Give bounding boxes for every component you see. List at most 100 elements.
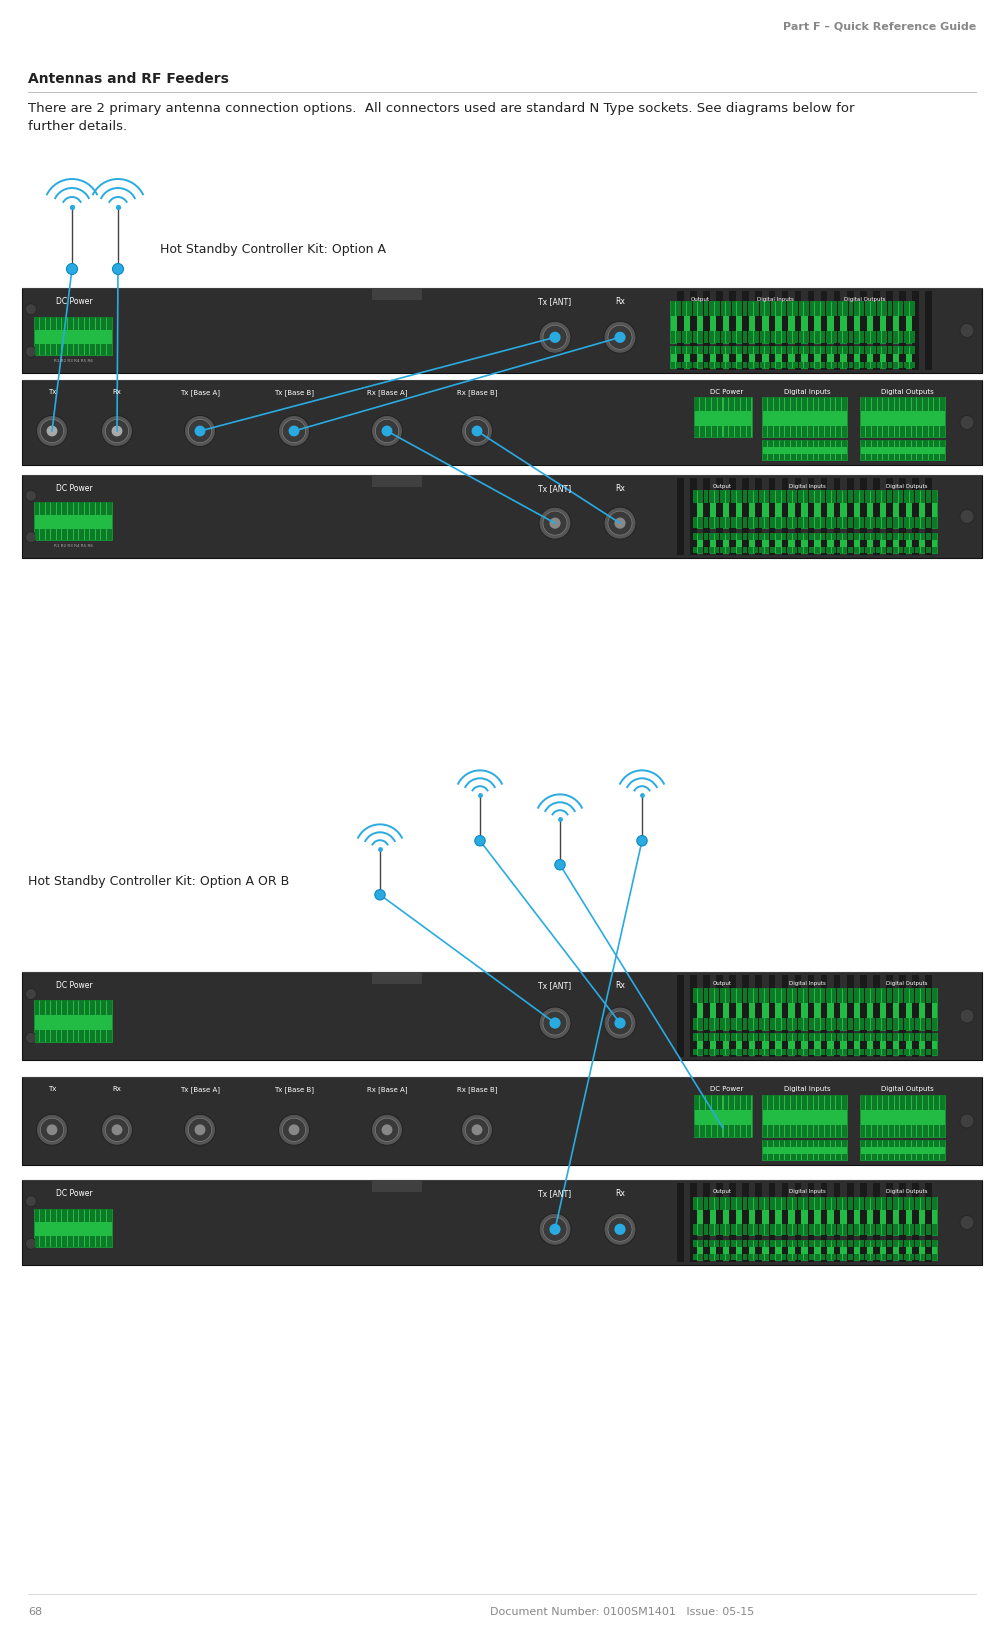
Bar	[741, 478, 748, 555]
Bar	[62, 503, 67, 516]
Bar	[835, 398, 840, 411]
Bar	[820, 301, 824, 316]
Bar	[928, 1095, 932, 1110]
Bar	[797, 362, 802, 368]
Bar	[926, 517, 930, 529]
Bar	[764, 301, 769, 316]
Bar	[915, 547, 919, 553]
Bar	[767, 1139, 772, 1148]
Circle shape	[40, 1118, 63, 1141]
Bar	[926, 1239, 930, 1247]
Bar	[819, 1254, 824, 1260]
Bar	[883, 440, 887, 447]
Bar	[865, 489, 869, 503]
Bar	[820, 291, 826, 370]
Bar	[702, 976, 709, 1058]
Bar	[807, 291, 813, 370]
Bar	[803, 1033, 807, 1041]
Bar	[761, 455, 766, 460]
Bar	[45, 1210, 50, 1223]
Bar	[734, 426, 739, 437]
Bar	[842, 534, 847, 540]
Bar	[887, 534, 891, 540]
Circle shape	[374, 889, 385, 900]
Bar	[725, 1239, 730, 1247]
Bar	[736, 1254, 741, 1260]
Bar	[40, 318, 44, 331]
Bar	[876, 1239, 880, 1247]
Bar	[892, 1224, 897, 1234]
Bar	[860, 398, 944, 437]
Bar	[736, 517, 741, 529]
Bar	[814, 301, 819, 316]
Bar	[775, 989, 779, 1003]
Bar	[876, 1033, 880, 1041]
Bar	[881, 547, 886, 553]
Bar	[842, 1018, 847, 1030]
Circle shape	[185, 416, 216, 447]
Bar	[859, 301, 864, 316]
Bar	[705, 1125, 710, 1138]
Bar	[792, 989, 796, 1003]
Bar	[925, 976, 931, 1058]
Bar	[825, 1197, 829, 1210]
Bar	[753, 989, 757, 1003]
Bar	[926, 534, 930, 540]
Bar	[865, 1197, 869, 1210]
Bar	[859, 1033, 864, 1041]
Bar	[903, 489, 908, 503]
Bar	[900, 1154, 904, 1161]
Bar	[830, 1224, 835, 1234]
Bar	[790, 426, 794, 437]
Bar	[801, 398, 806, 411]
Bar	[773, 426, 777, 437]
Bar	[847, 478, 853, 555]
Bar	[876, 301, 881, 316]
Circle shape	[112, 264, 123, 275]
Bar	[761, 398, 766, 411]
Bar	[814, 345, 819, 354]
Bar	[708, 547, 713, 553]
Bar	[866, 1095, 870, 1110]
Bar	[90, 503, 94, 516]
Bar	[928, 1125, 932, 1138]
Bar	[825, 1033, 829, 1041]
Bar	[888, 440, 893, 447]
Bar	[758, 1224, 763, 1234]
Bar	[746, 1125, 751, 1138]
Bar	[741, 976, 748, 1058]
Bar	[781, 331, 785, 344]
Bar	[670, 301, 674, 316]
Text: Hot Standby Controller Kit: Option A: Hot Standby Controller Kit: Option A	[159, 244, 385, 257]
Bar	[84, 529, 89, 540]
Bar	[764, 1018, 768, 1030]
Bar	[898, 1224, 902, 1234]
Bar	[670, 362, 674, 368]
Bar	[854, 1049, 858, 1054]
Bar	[905, 440, 910, 447]
Bar	[761, 1154, 766, 1161]
Bar	[792, 301, 796, 316]
Bar	[794, 478, 800, 555]
Bar	[795, 426, 800, 437]
Bar	[912, 478, 918, 555]
Bar	[842, 989, 847, 1003]
Bar	[697, 517, 702, 529]
Bar	[903, 534, 908, 540]
Bar	[717, 398, 722, 411]
Bar	[778, 1139, 783, 1148]
Bar	[753, 331, 758, 344]
Bar	[692, 1033, 696, 1041]
Bar	[903, 1033, 908, 1041]
Bar	[922, 398, 927, 411]
Bar	[933, 1139, 938, 1148]
Bar	[95, 318, 100, 331]
Bar	[786, 1239, 791, 1247]
Circle shape	[25, 532, 36, 543]
Bar	[692, 1254, 696, 1260]
Bar	[90, 1030, 94, 1043]
Bar	[761, 1095, 847, 1138]
Bar	[68, 1236, 72, 1247]
Bar	[812, 398, 817, 411]
Text: DC Power: DC Power	[55, 296, 92, 306]
